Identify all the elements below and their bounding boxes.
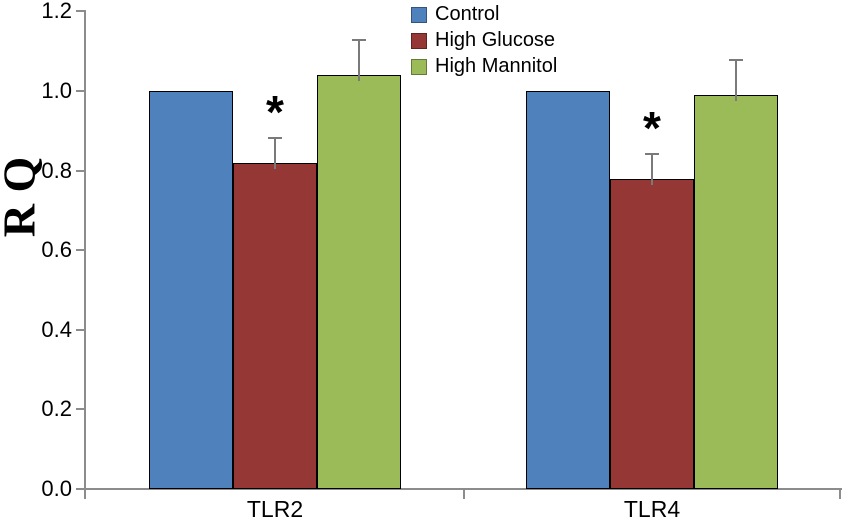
bar-high-glucose-tlr4 (610, 178, 694, 489)
y-tick-label: 0.0 (41, 476, 72, 501)
error-bar-line (651, 152, 653, 185)
error-bar-line (358, 39, 360, 82)
y-tick-mark (76, 488, 84, 490)
x-tick-mark (463, 490, 465, 499)
bar-high-mannitol-tlr2 (317, 75, 401, 489)
bar-high-mannitol-tlr4 (694, 94, 778, 489)
x-tick-mark (839, 490, 841, 499)
y-tick-label: 1.0 (41, 78, 72, 103)
error-bar-line (735, 59, 737, 101)
significance-asterisk: * (266, 85, 284, 138)
significance-asterisk: * (643, 101, 661, 154)
legend-swatch-icon (411, 6, 427, 23)
y-tick-mark (76, 90, 84, 92)
bar-high-glucose-tlr2 (233, 162, 317, 489)
x-category-label: TLR2 (246, 496, 304, 520)
legend-item-high-glucose: High Glucose (411, 29, 557, 52)
y-tick-label: 0.8 (41, 157, 72, 183)
legend-label: Control (435, 3, 500, 25)
legend-swatch-icon (411, 32, 427, 49)
legend-label: High Mannitol (435, 55, 558, 77)
y-tick-mark (76, 10, 84, 13)
bar-control-tlr4 (526, 91, 610, 489)
x-category-label: TLR4 (623, 496, 681, 520)
legend-swatch-icon (411, 58, 427, 75)
legend-item-control: Control (411, 3, 557, 26)
y-tick-mark (76, 169, 84, 172)
error-bar-line (274, 136, 276, 169)
legend-item-high-mannitol: High Mannitol (411, 55, 557, 78)
error-bar-cap (352, 39, 366, 42)
y-tick-mark (76, 328, 84, 331)
y-tick-label: 0.6 (41, 237, 72, 263)
y-tick-label: 0.2 (41, 396, 72, 422)
error-bar-cap (268, 136, 282, 139)
x-tick-mark (84, 490, 86, 499)
error-bar-cap (729, 59, 743, 62)
bar-control-tlr2 (149, 91, 233, 489)
x-axis-line (84, 488, 842, 490)
y-tick-label: 1.2 (41, 0, 72, 24)
y-axis-line (84, 10, 86, 498)
error-bar-cap (645, 152, 659, 155)
y-tick-mark (76, 249, 84, 252)
legend-label: High Glucose (435, 29, 556, 51)
y-tick-label: 0.4 (41, 316, 72, 342)
y-tick-mark (76, 408, 84, 411)
legend: Control High Glucose High Mannitol (411, 3, 557, 78)
